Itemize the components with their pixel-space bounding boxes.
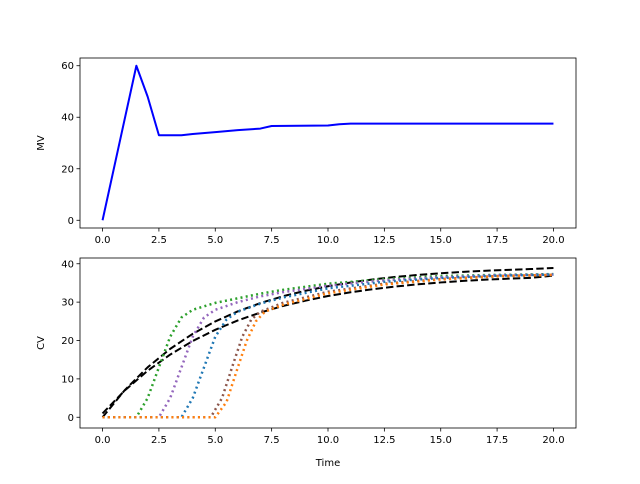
x-axis-label: Time <box>315 458 340 469</box>
x-tick-label: 7.5 <box>264 435 280 446</box>
x-tick-label: 5.0 <box>207 235 223 246</box>
series-line-model-2 <box>101 274 554 415</box>
mv-axes: 0.0 2.5 5.0 7.5 10.0 12.5 15.0 17.5 20.0 0 20 40 60 M… <box>36 57 577 246</box>
x-tick-label: 12.5 <box>373 435 395 446</box>
y-axis-label: CV <box>36 336 47 350</box>
series-line-blue <box>102 273 554 419</box>
x-tick-label: 0.0 <box>95 235 111 246</box>
x-tick-label: 15.0 <box>430 235 452 246</box>
y-tick-label: 40 <box>61 113 74 124</box>
y-tick-label: 30 <box>61 298 74 309</box>
x-tick-label: 7.5 <box>264 235 280 246</box>
y-axis-label: MV <box>36 135 47 151</box>
x-tick-label: 10.0 <box>317 235 339 246</box>
series-line-green <box>102 272 554 419</box>
x-tick-label: 2.5 <box>151 435 167 446</box>
y-tick-label: 60 <box>61 61 74 72</box>
x-tick-label: 20.0 <box>542 435 564 446</box>
x-tick-label: 5.0 <box>207 435 223 446</box>
y-tick-label: 40 <box>61 259 74 270</box>
y-tick-label: 20 <box>61 336 74 347</box>
cv-axes: 0.0 2.5 5.0 7.5 10.0 12.5 15.0 17.5 20.0 0 10 20 30 4… <box>36 257 577 469</box>
y-tick-label: 10 <box>61 374 74 385</box>
x-tick-label: 17.5 <box>486 435 508 446</box>
x-tick-label: 0.0 <box>95 435 111 446</box>
x-tick-label: 15.0 <box>430 435 452 446</box>
y-tick-label: 0 <box>68 216 74 227</box>
x-tick-label: 17.5 <box>486 235 508 246</box>
x-tick-label: 20.0 <box>542 235 564 246</box>
x-tick-label: 12.5 <box>373 235 395 246</box>
y-tick-label: 0 <box>68 413 74 424</box>
x-tick-label: 2.5 <box>151 235 167 246</box>
x-tick-label: 10.0 <box>317 435 339 446</box>
series-line-MV <box>101 64 554 221</box>
y-tick-label: 20 <box>61 164 74 175</box>
series-line-model-1 <box>101 266 554 418</box>
